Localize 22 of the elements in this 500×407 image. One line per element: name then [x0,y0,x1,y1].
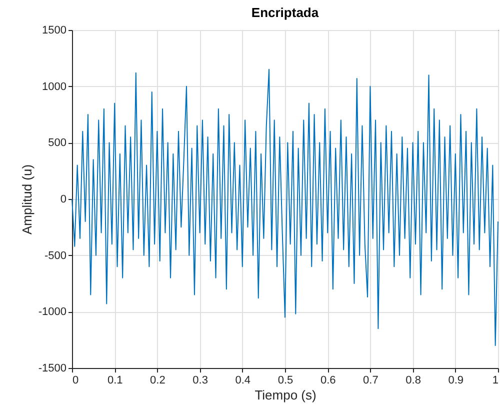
y-tick-label: -1500 [38,362,66,374]
chart-title: Encriptada [251,5,320,20]
x-tick-label: 0.5 [278,374,294,386]
y-tick-label: 500 [48,137,66,150]
y-tick-label: -500 [44,250,66,262]
x-axis-title: Tiempo (s) [254,388,316,402]
x-tick-label: 0.3 [192,374,208,386]
y-tick-label: -1000 [38,306,66,318]
y-tick-label: 1500 [42,24,66,36]
y-tick-label: 0 [60,194,66,206]
x-tick-label: 0.7 [363,374,378,386]
y-tick-label: 1000 [42,80,66,93]
y-axis-title: Amplitud (u) [19,164,34,235]
x-tick-label: 1 [492,374,498,386]
x-tick-label: 0.2 [150,374,166,386]
x-tick-label: 0 [72,374,79,386]
line-series [72,68,498,346]
x-tick-label: 0.9 [448,374,464,386]
x-tick-label: 0.4 [235,374,251,386]
x-tick-label: 0.6 [320,374,336,386]
x-tick-label: 0.1 [107,374,123,386]
x-tick-label: 0.8 [406,374,421,386]
